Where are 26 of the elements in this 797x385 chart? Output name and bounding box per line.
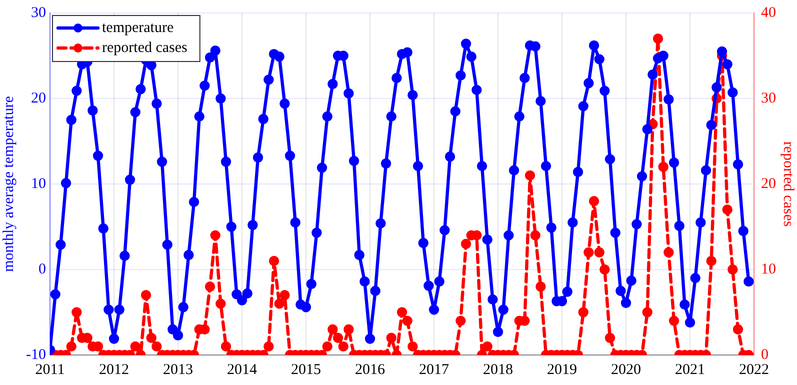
x-tick-label: 2016: [355, 362, 386, 378]
x-tick-label: 2018: [483, 362, 513, 378]
x-tick-label: 2014: [227, 362, 258, 378]
x-tick-label: 2011: [35, 362, 65, 378]
x-tick-label: 2013: [163, 362, 193, 378]
x-tick-label: 2020: [611, 362, 641, 378]
x-tick-label: 2019: [547, 362, 577, 378]
y2-tick-label: 10: [761, 261, 776, 278]
x-tick-label: 2022: [739, 362, 769, 378]
y-tick-label: -10: [26, 346, 46, 363]
y2-tick-label: 0: [761, 346, 768, 363]
y2-tick-label: 40: [761, 4, 776, 21]
x-tick-label: 2015: [291, 362, 321, 378]
x-tick-label: 2017: [419, 362, 450, 378]
legend-label: temperature: [102, 20, 174, 36]
y2-tick-label: 20: [761, 176, 776, 192]
y-tick-label: 0: [38, 261, 46, 278]
y2-tick-label: 30: [761, 90, 776, 106]
x-tick-label: 2012: [99, 362, 129, 378]
legend-label: reported cases: [102, 40, 188, 56]
y-tick-label: 10: [31, 176, 46, 192]
y-tick-label: 20: [31, 90, 46, 106]
y-tick-label: 30: [31, 4, 46, 21]
x-tick-label: 2021: [675, 362, 705, 378]
y-axis-title: monthly average temperature: [0, 96, 17, 272]
y2-axis-title: reported cases: [780, 141, 796, 227]
